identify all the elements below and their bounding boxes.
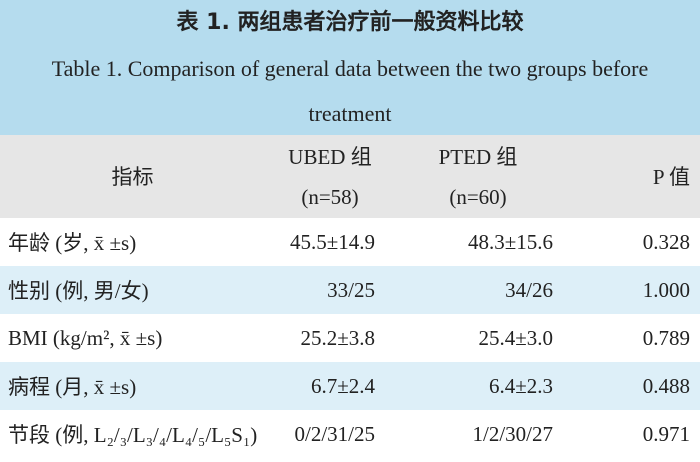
cell: 0.971 <box>642 421 690 446</box>
row-label: BMI (kg/m², x̄ ±s) <box>8 325 163 350</box>
row-label: 性别 (例, 男/女) <box>0 266 265 314</box>
cell: 34/26 <box>385 266 563 314</box>
column-header: PTED 组 (n=60) <box>385 135 563 218</box>
table-row: BMI (kg/m², x̄ ±s) 25.2±3.8 25.4±3.0 0.789 <box>0 314 700 362</box>
data-table: 指标 UBED 组 (n=58) PTED 组 (n=60) P 值 年龄 (岁, x̄ … <box>0 135 700 458</box>
cell: 0.789 <box>642 325 690 350</box>
cell: 33/25 <box>265 266 385 314</box>
cell: 25.2±3.8 <box>300 325 375 350</box>
cell: 6.7±2.4 <box>265 362 385 410</box>
row-label: 年龄 (岁, x̄ ±s) <box>8 231 137 255</box>
header-line: (n=60) <box>449 184 507 209</box>
cell: 1.000 <box>563 266 700 314</box>
cell: 48.3±15.6 <box>467 229 553 254</box>
table-row: 年龄 (岁, x̄ ±s) 45.5±14.9 48.3±15.6 0.328 <box>0 218 700 266</box>
title-block: 表 1. 两组患者治疗前一般资料比较 Table 1. Comparison o… <box>0 0 700 135</box>
header-line: PTED 组 <box>438 144 518 169</box>
header-line: P 值 <box>652 164 690 189</box>
table-body: 年龄 (岁, x̄ ±s) 45.5±14.9 48.3±15.6 0.328 性别 (… <box>0 218 700 458</box>
cell: 0.328 <box>642 229 690 254</box>
table-row: 节段 (例, L₂/₃/L₃/₄/L₄/₅/L₅S₁) 0/2/31/25 1/2/… <box>0 410 700 458</box>
cell: 0/2/31/25 <box>294 421 375 446</box>
header-row: 指标 UBED 组 (n=58) PTED 组 (n=60) P 值 <box>0 135 700 218</box>
cell: 6.4±2.3 <box>385 362 563 410</box>
cell: 1/2/30/27 <box>472 421 553 446</box>
column-header: 指标 <box>0 135 265 218</box>
column-header: UBED 组 (n=58) <box>265 135 385 218</box>
title-en: Table 1. Comparison of general data betw… <box>51 56 649 126</box>
column-header: P 值 <box>563 135 700 218</box>
table-row: 病程 (月, x̄ ±s) 6.7±2.4 6.4±2.3 0.488 <box>0 362 700 410</box>
title-cn: 表 1. 两组患者治疗前一般资料比较 <box>176 10 524 35</box>
cell: 45.5±14.9 <box>289 229 375 254</box>
header-line: (n=58) <box>301 184 359 209</box>
header-line: UBED 组 <box>288 144 372 169</box>
table-row: 性别 (例, 男/女) 33/25 34/26 1.000 <box>0 266 700 314</box>
header-line: 指标 <box>111 164 154 189</box>
row-label: 节段 (例, L₂/₃/L₃/₄/L₄/₅/L₅S₁) <box>8 423 258 447</box>
cell: 0.488 <box>563 362 700 410</box>
row-label: 病程 (月, x̄ ±s) <box>0 362 265 410</box>
cell: 25.4±3.0 <box>478 325 553 350</box>
